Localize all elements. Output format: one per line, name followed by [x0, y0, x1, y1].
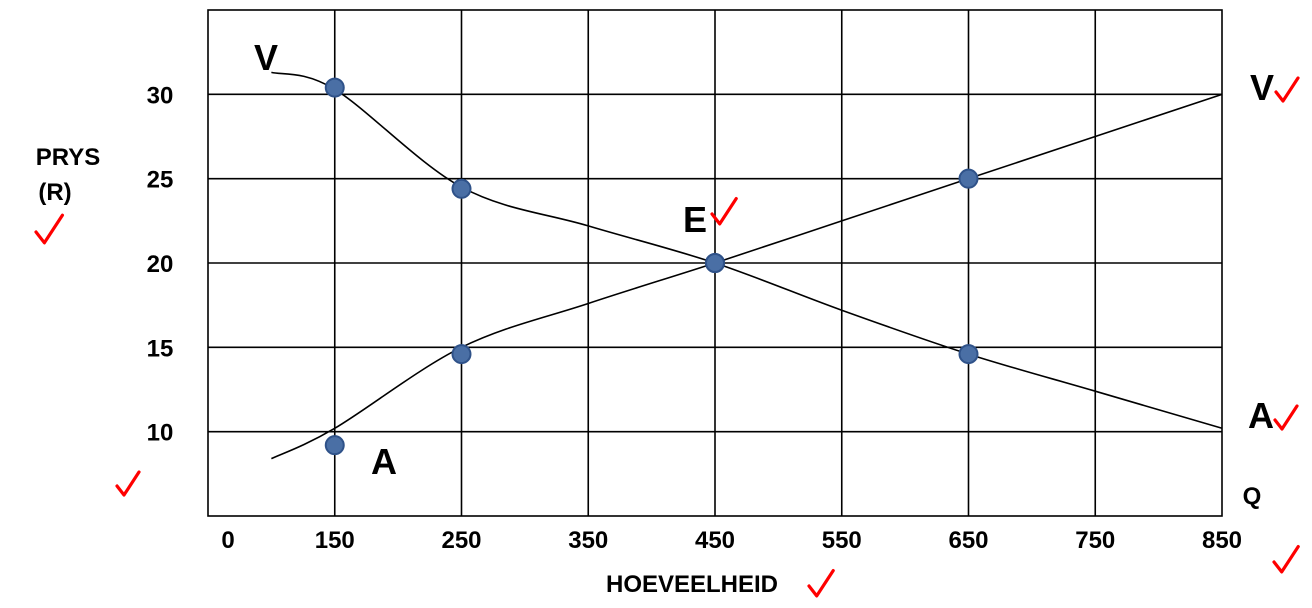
x-tick-label: 450	[695, 527, 735, 554]
curve-label-supply-start: A	[371, 441, 397, 482]
check-mark-icon	[115, 470, 141, 497]
y-tick-label: 15	[147, 335, 174, 362]
equilibrium-label: E	[683, 199, 707, 240]
chart-points	[324, 77, 979, 456]
curve-label-demand-end: A	[1248, 395, 1274, 436]
demand-data-point	[451, 178, 472, 199]
x-axis-letter: Q	[1243, 483, 1262, 510]
x-tick-label: 750	[1075, 527, 1115, 554]
x-tick-label: 250	[441, 527, 481, 554]
x-tick-label: 550	[822, 527, 862, 554]
y-tick-label: 20	[147, 251, 174, 278]
y-axis-title-line2: (R)	[38, 179, 71, 206]
check-mark-icon	[710, 197, 738, 226]
demand-data-point	[324, 77, 345, 98]
chart-labels: PRYS (R) HOEVEELHEID Q V V A A E	[36, 37, 1274, 598]
supply-data-point	[451, 344, 472, 365]
x-tick-label: 0	[221, 527, 234, 554]
x-tick-label: 850	[1202, 527, 1242, 554]
y-axis-title-line1: PRYS	[36, 144, 100, 171]
check-mark-icon	[34, 213, 64, 245]
curve-label-supply-end: V	[1250, 67, 1274, 108]
chart-ticks: 0 150 250 350 450 550 650 750 850 10 15 20 25 30	[147, 82, 1242, 554]
check-mark-icon	[807, 569, 835, 598]
check-mark-icon	[1272, 545, 1300, 574]
supply-data-point	[958, 168, 979, 189]
check-mark-icon	[1274, 76, 1300, 103]
supply-data-point	[705, 253, 725, 273]
x-tick-label: 350	[568, 527, 608, 554]
y-tick-label: 30	[147, 82, 174, 109]
chart-curves	[271, 71, 1223, 460]
y-tick-label: 10	[147, 420, 174, 447]
x-tick-label: 150	[315, 527, 355, 554]
chart-grid	[207, 9, 1223, 517]
curve-label-demand-start: V	[254, 37, 278, 78]
demand-data-point	[958, 344, 979, 365]
x-axis-title: HOEVEELHEID	[606, 571, 778, 598]
supply-data-point	[324, 435, 345, 456]
y-tick-label: 25	[147, 167, 174, 194]
check-mark-icon	[1273, 404, 1299, 431]
supply-curve	[271, 93, 1223, 460]
check-marks	[34, 76, 1300, 598]
x-tick-label: 650	[948, 527, 988, 554]
